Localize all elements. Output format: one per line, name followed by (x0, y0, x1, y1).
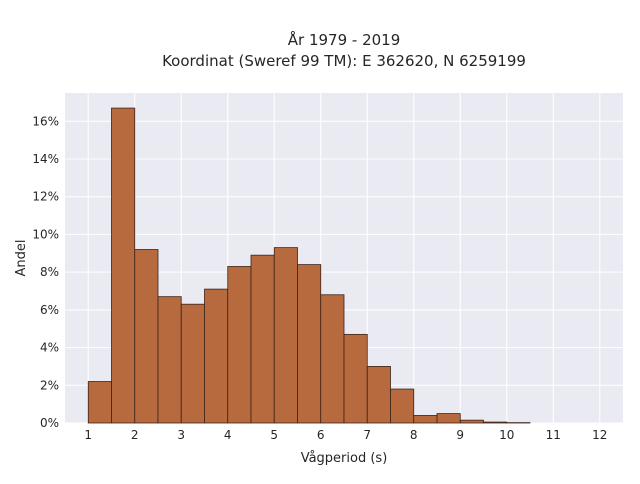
histogram-bar (460, 420, 483, 423)
histogram-bar (112, 108, 135, 423)
x-tick-label: 7 (363, 428, 371, 442)
histogram-bar (251, 255, 274, 423)
y-axis-label: Andel (14, 240, 29, 277)
histogram-bar (391, 389, 414, 423)
histogram-bar (205, 289, 228, 423)
x-tick-label: 2 (131, 428, 139, 442)
histogram-bar (274, 248, 297, 423)
histogram-bar (344, 334, 367, 423)
histogram-bar (437, 414, 460, 423)
y-tick-label: 12% (32, 190, 59, 204)
x-tick-label: 4 (224, 428, 232, 442)
y-tick-label: 16% (32, 114, 59, 128)
chart-title-line-1: År 1979 - 2019 (288, 30, 401, 49)
x-tick-label: 8 (410, 428, 418, 442)
chart-title-line-2: Koordinat (Sweref 99 TM): E 362620, N 62… (162, 52, 526, 70)
histogram-bar (228, 266, 251, 423)
y-tick-label: 10% (32, 227, 59, 241)
x-tick-label: 10 (499, 428, 514, 442)
histogram-bar (414, 415, 437, 423)
y-tick-label: 14% (32, 152, 59, 166)
histogram-bar (321, 295, 344, 423)
x-tick-label: 5 (270, 428, 278, 442)
y-tick-label: 8% (40, 265, 59, 279)
x-tick-label: 6 (317, 428, 325, 442)
y-tick-label: 2% (40, 378, 59, 392)
x-axis-label: Vågperiod (s) (301, 451, 388, 466)
histogram-bar (484, 422, 507, 423)
y-tick-label: 4% (40, 341, 59, 355)
histogram-bar (88, 382, 111, 423)
histogram-bar (298, 265, 321, 423)
y-tick-labels: 0% 2% 4% 6% 8% 10% 12% 14% 16% (32, 114, 59, 430)
x-tick-label: 1 (84, 428, 92, 442)
x-tick-label: 9 (456, 428, 464, 442)
histogram-bar (135, 250, 158, 423)
histogram-bar (181, 304, 204, 423)
histogram-bar (158, 297, 181, 423)
x-tick-label: 11 (546, 428, 561, 442)
x-tick-label: 12 (592, 428, 607, 442)
y-tick-label: 0% (40, 416, 59, 430)
x-tick-label: 3 (177, 428, 185, 442)
histogram-bar (367, 366, 390, 423)
y-tick-label: 6% (40, 303, 59, 317)
